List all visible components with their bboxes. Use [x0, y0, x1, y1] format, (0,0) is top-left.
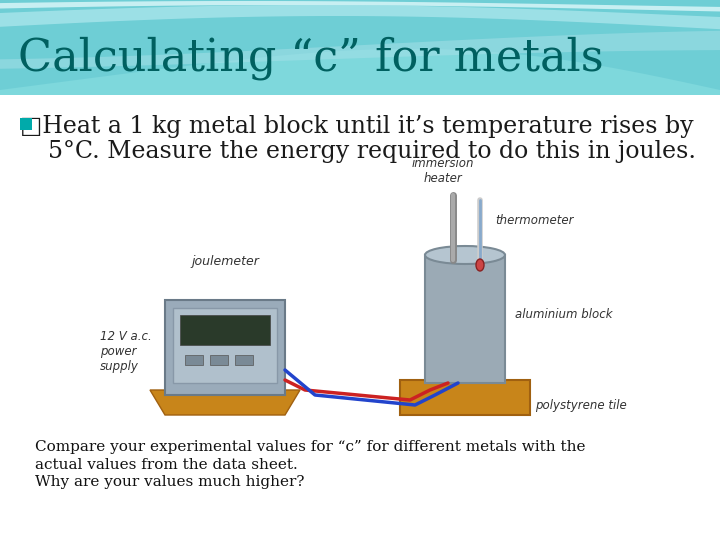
Bar	[180, 315, 270, 345]
Ellipse shape	[425, 246, 505, 264]
Text: Why are your values much higher?: Why are your values much higher?	[35, 475, 305, 489]
FancyBboxPatch shape	[173, 308, 277, 383]
Text: □Heat a 1 kg metal block until it’s temperature rises by: □Heat a 1 kg metal block until it’s temp…	[20, 115, 693, 138]
Text: 5°C. Measure the energy required to do this in joules.: 5°C. Measure the energy required to do t…	[48, 140, 696, 163]
FancyBboxPatch shape	[400, 380, 530, 415]
Polygon shape	[0, 5, 720, 29]
FancyBboxPatch shape	[165, 300, 285, 395]
FancyBboxPatch shape	[425, 255, 505, 383]
Text: joulemeter: joulemeter	[191, 255, 259, 268]
Text: 12 V a.c.
power
supply: 12 V a.c. power supply	[100, 330, 152, 373]
Text: polystyrene tile: polystyrene tile	[535, 399, 626, 411]
Bar	[235, 355, 253, 365]
Text: thermometer: thermometer	[495, 213, 574, 226]
Bar	[210, 355, 228, 365]
Text: aluminium block: aluminium block	[515, 308, 613, 321]
Bar	[20, 118, 32, 130]
Bar	[0, 95, 720, 540]
Bar	[0, 0, 720, 95]
Text: Compare your experimental values for “c” for different metals with the: Compare your experimental values for “c”…	[35, 440, 585, 454]
Bar	[185, 355, 203, 365]
Polygon shape	[0, 1, 720, 11]
Polygon shape	[0, 31, 720, 69]
Text: Calculating “c” for metals: Calculating “c” for metals	[18, 36, 603, 80]
Polygon shape	[150, 390, 300, 415]
Text: immersion
heater: immersion heater	[412, 157, 474, 185]
Polygon shape	[0, 0, 720, 90]
Text: actual values from the data sheet.: actual values from the data sheet.	[35, 458, 298, 472]
Ellipse shape	[476, 259, 484, 271]
